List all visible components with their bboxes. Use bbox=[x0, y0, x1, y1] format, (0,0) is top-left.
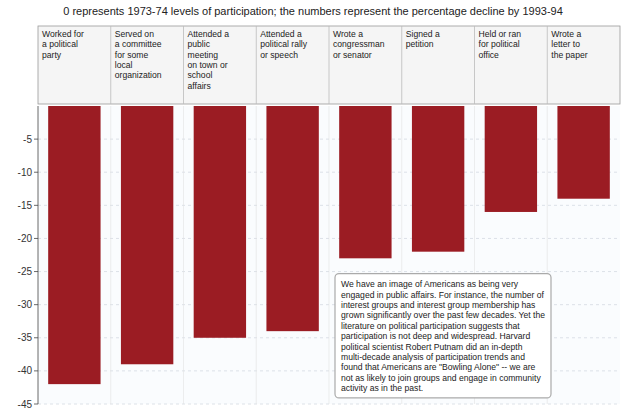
category-label-line: affairs bbox=[188, 81, 211, 91]
annotation-line: interest groups and interest group membe… bbox=[341, 300, 535, 310]
annotation-line: activity as in the past. bbox=[341, 383, 423, 393]
bar bbox=[266, 106, 318, 331]
category-label-line: or speech bbox=[260, 50, 298, 60]
category-label-line: Wrote a bbox=[551, 29, 581, 39]
category-label-line: school bbox=[188, 70, 213, 80]
header-divider bbox=[110, 26, 111, 104]
category-label-line: Wrote a bbox=[333, 29, 363, 39]
category-label-line: for some bbox=[115, 50, 149, 60]
y-tick-mark bbox=[34, 370, 38, 371]
y-tick-label: -35 bbox=[18, 332, 33, 343]
y-ticks: -5 -10 -15 -20 -25 -30 -35 -40 -45 bbox=[18, 134, 38, 410]
category-label-line: Held or ran bbox=[479, 29, 522, 39]
category-label: Held or ranfor politicaloffice bbox=[479, 29, 522, 60]
annotation-box bbox=[335, 274, 551, 398]
header-divider bbox=[547, 26, 548, 104]
chart-container: 0 represents 1973-74 levels of participa… bbox=[0, 0, 626, 412]
y-tick-mark bbox=[34, 304, 38, 305]
y-tick-label: -5 bbox=[23, 134, 32, 145]
category-label-line: local bbox=[115, 60, 133, 70]
category-label-line: for political bbox=[479, 39, 520, 49]
page: {"chart_data": {"type": "bar", "title": … bbox=[0, 0, 626, 412]
annotation-line: political scientist Robert Putnam did an… bbox=[341, 342, 523, 352]
category-label-line: party bbox=[42, 50, 62, 60]
header-divider bbox=[329, 26, 330, 104]
y-tick-mark bbox=[34, 172, 38, 173]
category-label-line: Signed a bbox=[406, 29, 440, 39]
annotation-line: We have an image of Americans as being v… bbox=[341, 279, 519, 289]
y-tick-mark bbox=[34, 271, 38, 272]
annotation-line: engaged in public affairs. For instance,… bbox=[341, 290, 544, 300]
header-divider bbox=[401, 26, 402, 104]
bar bbox=[339, 106, 391, 258]
y-tick-label: -25 bbox=[18, 266, 33, 277]
category-label-line: the paper bbox=[551, 50, 587, 60]
category-label-line: on town or bbox=[188, 60, 228, 70]
column-divider bbox=[256, 106, 257, 404]
annotation-line: multi-decade analysis of participation t… bbox=[341, 352, 525, 362]
header-divider bbox=[183, 26, 184, 104]
header-frame bbox=[38, 26, 620, 104]
y-tick-mark bbox=[34, 337, 38, 338]
bar bbox=[485, 106, 537, 212]
plot-background bbox=[38, 106, 620, 404]
annotation-line: grown significantly over the past few de… bbox=[341, 310, 545, 320]
title: 0 represents 1973-74 levels of participa… bbox=[63, 5, 563, 17]
annotation-line: participation is not deep and widespread… bbox=[341, 331, 530, 341]
category-label-line: or senator bbox=[333, 50, 372, 60]
y-tick-label: -20 bbox=[18, 233, 33, 244]
y-tick-mark bbox=[34, 238, 38, 239]
y-tick-mark bbox=[34, 139, 38, 140]
column-divider bbox=[183, 106, 184, 404]
category-label-line: meeting bbox=[188, 50, 219, 60]
y-tick-label: -40 bbox=[18, 365, 33, 376]
category-label-line: organization bbox=[115, 70, 162, 80]
category-label: Wrote acongressmanor senator bbox=[333, 29, 385, 60]
annotation-line: found that Americans are "Bowling Alone"… bbox=[341, 362, 536, 372]
y-tick-label: -45 bbox=[18, 399, 33, 410]
y-tick-mark bbox=[34, 404, 38, 405]
y-axis-line bbox=[38, 106, 39, 404]
bar bbox=[121, 106, 173, 364]
category-label-line: letter to bbox=[551, 39, 580, 49]
category-label-line: congressman bbox=[333, 39, 385, 49]
category-label-line: petition bbox=[406, 39, 434, 49]
category-label-line: a political bbox=[42, 39, 78, 49]
bar bbox=[412, 106, 464, 252]
annotation-line: literature on political participation su… bbox=[341, 321, 520, 331]
header-divider bbox=[256, 26, 257, 104]
category-label: Wrote aletter tothe paper bbox=[551, 29, 587, 60]
category-label: Served ona committeefor somelocalorganiz… bbox=[115, 29, 162, 80]
annotation-text: We have an image of Americans as being v… bbox=[341, 279, 545, 393]
category-label-line: Worked for bbox=[42, 29, 84, 39]
annotation-line: not as likely to join groups and engage … bbox=[341, 373, 541, 383]
bar bbox=[194, 106, 246, 338]
chart-svg: 0 represents 1973-74 levels of participa… bbox=[0, 0, 626, 412]
category-label: Attended apolitical rallyor speech bbox=[260, 29, 308, 60]
category-label-line: Attended a bbox=[260, 29, 302, 39]
category-label-line: Attended a bbox=[188, 29, 230, 39]
column-divider bbox=[110, 106, 111, 404]
bar bbox=[557, 106, 609, 199]
category-label-line: political rally bbox=[260, 39, 308, 49]
category-label-line: Served on bbox=[115, 29, 154, 39]
category-label-line: office bbox=[479, 50, 500, 60]
y-tick-mark bbox=[34, 205, 38, 206]
bar bbox=[48, 106, 100, 384]
category-label-line: a committee bbox=[115, 39, 162, 49]
category-label: Worked fora politicalparty bbox=[42, 29, 84, 60]
category-label: Signed apetition bbox=[406, 29, 440, 49]
category-header: Worked fora politicalparty Served ona com… bbox=[38, 26, 620, 104]
column-divider bbox=[329, 106, 330, 404]
y-tick-label: -10 bbox=[18, 167, 33, 178]
category-label-line: public bbox=[188, 39, 211, 49]
y-tick-label: -30 bbox=[18, 299, 33, 310]
annotation: We have an image of Americans as being v… bbox=[335, 274, 551, 398]
y-tick-label: -15 bbox=[18, 200, 33, 211]
header-divider bbox=[474, 26, 475, 104]
category-label: Attended apublicmeetingon town orschoola… bbox=[188, 29, 230, 91]
